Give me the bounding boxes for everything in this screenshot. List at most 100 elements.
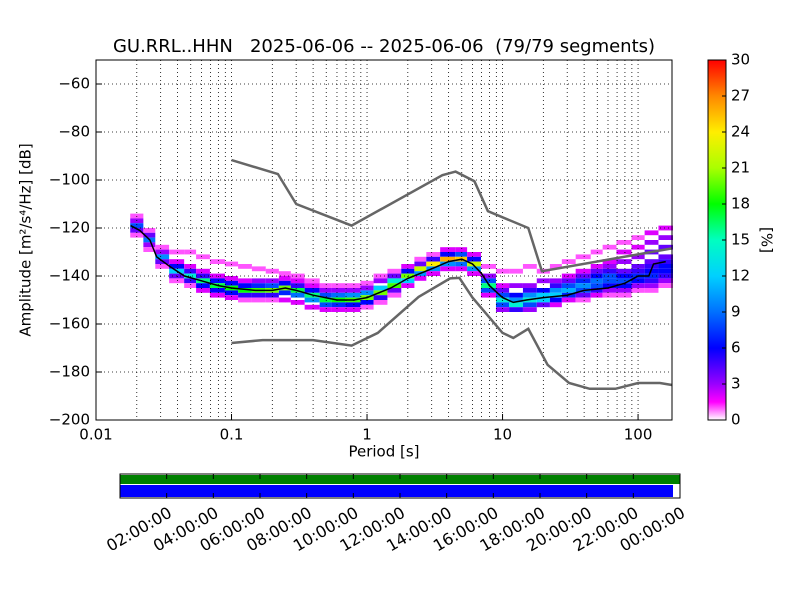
colorbar-tick-label: 21 [731,159,750,177]
histogram-cell [644,268,659,274]
histogram-cell [196,273,210,279]
histogram-cell [658,273,673,279]
histogram-cell [331,307,346,312]
histogram-cell [616,273,632,279]
histogram-cell [467,266,481,272]
histogram-cell [522,264,537,269]
histogram-cell [224,295,239,300]
histogram-cell [644,230,659,236]
histogram-cell [184,283,197,288]
histogram-cell [224,280,239,286]
histogram-cell [467,271,481,276]
x-tick-label: 100 [624,426,653,444]
model-line [231,158,673,273]
histogram-cell [238,288,252,293]
histogram-cell [209,278,225,284]
histogram-cell [238,278,252,284]
histogram-cell [345,288,361,293]
colorbar-tick-label: 12 [731,267,750,285]
histogram-cell [467,261,481,267]
histogram-cell [238,283,252,288]
histogram-cell [304,283,320,288]
histogram-cell [602,288,617,293]
histogram-cell [440,266,456,272]
histogram-cell [602,244,617,250]
histogram-cell [184,268,197,274]
histogram-cell [590,249,603,255]
histogram-cell [331,288,346,293]
histogram-cell [561,297,576,303]
histogram-cell [387,273,402,279]
histogram-cell [561,283,576,288]
x-tick-label: 10 [493,426,512,444]
histogram-cell [426,271,441,276]
histogram-cell [319,292,332,298]
histogram-cell [602,278,617,284]
histogram-cell [265,268,279,274]
histogram-cell [509,302,523,308]
plot-background [96,60,672,420]
histogram-cell [602,259,617,264]
histogram-cell [495,268,510,274]
histogram-cell [658,225,673,231]
histogram-cell [616,283,632,288]
histogram-cell [575,292,591,298]
histogram-cell [561,259,576,264]
histogram-cell [495,307,510,312]
histogram-cell [265,283,279,288]
histogram-cell [304,278,320,284]
histogram-cell [480,288,496,293]
histogram-cell [509,283,523,288]
histogram-cell [278,276,291,281]
x-axis-label: Period [s] [348,443,419,461]
histogram-cell [169,264,185,269]
plot-frame [95,59,673,421]
histogram-cell [658,283,673,288]
histogram-cell [143,232,156,238]
histogram-cell [387,288,402,293]
histogram-cell [455,247,468,252]
histogram-cell [238,264,252,269]
colorbar-tick-label: 3 [731,375,741,393]
x-tick-label: 0.1 [220,426,244,444]
histogram-cell [602,264,617,269]
histogram-cell [575,278,591,284]
histogram-cell [590,292,603,298]
histogram-cell [658,244,673,250]
histogram-cell [331,292,346,298]
histogram-cell [480,283,496,288]
histogram-cell [184,249,197,255]
y-tick-label: −160 [49,315,90,333]
histogram-cell [169,278,185,284]
histogram-cell [290,292,305,298]
chart-title: GU.RRL..HHN 2025-06-06 -- 2025-06-06 (79… [113,36,655,57]
model-line [130,224,666,304]
histogram-cell [467,256,481,262]
histogram-cell [522,292,537,298]
coverage-bar [120,485,673,497]
histogram-cell [290,300,305,305]
histogram-cell [602,268,617,274]
histogram-cell [387,278,402,284]
histogram-cell [495,288,510,293]
histogram-cell [631,283,645,288]
histogram-cell [345,292,361,298]
histogram-cell [440,256,456,262]
histogram-cell [509,297,523,303]
histogram-cell [414,261,427,267]
histogram-cell [130,228,144,233]
colorbar-label: [%] [758,227,776,253]
histogram-cell [616,268,632,274]
histogram-cell [522,307,537,312]
colorbar-tick-label: 0 [731,411,741,429]
colorbar-tick-label: 6 [731,339,741,357]
histogram-cell [401,264,415,269]
histogram-cell [155,264,170,269]
histogram-cell [196,268,210,274]
histogram-cell [455,266,468,272]
histogram-cell [345,307,361,312]
histogram-cell [319,283,332,288]
histogram-cell [590,288,603,293]
